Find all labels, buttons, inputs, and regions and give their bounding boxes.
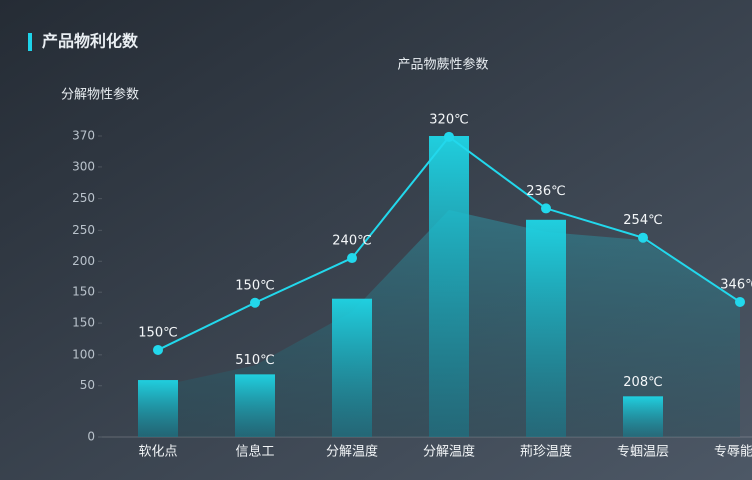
y-tick-label: 370 (72, 129, 95, 143)
line-value-label: 254℃ (623, 213, 662, 228)
line-point (250, 297, 260, 308)
x-tick-label: 分解温度 (423, 444, 475, 460)
bar (526, 219, 566, 437)
line-point (347, 253, 357, 264)
y-tick-label: 250 (72, 191, 95, 205)
bar (138, 380, 178, 437)
bar (429, 136, 469, 437)
line-value-label: 236℃ (526, 184, 565, 199)
bar (235, 374, 275, 437)
line-value-label: 320℃ (429, 112, 468, 127)
title: 产品物利化数 (42, 32, 139, 51)
y-tick-label: 100 (72, 347, 95, 361)
line-point (444, 131, 454, 142)
y-tick-label: 50 (80, 378, 95, 392)
line-point (638, 232, 648, 243)
y-tick-label: 0 (87, 430, 95, 444)
bar-value-label: 510℃ (235, 353, 274, 368)
x-tick-label: 专蝈温层 (617, 445, 669, 460)
line-value-label: 240℃ (332, 234, 371, 249)
subtitle: 产品物蕨性参数 (397, 57, 488, 73)
x-tick-label: 荊珍温度 (520, 444, 572, 460)
y-tick-label: 300 (72, 159, 95, 173)
title-accent (28, 33, 32, 51)
y-tick-label: 150 (72, 316, 95, 330)
y-axis-label: 分解物性参数 (61, 87, 139, 103)
x-tick-label: 专辱能暨 (714, 445, 752, 460)
bar-value-label: 208℃ (623, 375, 662, 390)
bar (623, 396, 663, 437)
x-tick-label: 信息工 (235, 444, 274, 460)
line-point (735, 296, 745, 307)
x-tick-label: 分解温度 (326, 444, 378, 460)
y-tick-label: 250 (72, 223, 95, 237)
line-value-label: 346℃ (720, 277, 752, 292)
line-value-label: 150℃ (138, 325, 177, 340)
x-tick-label: 软化点 (138, 445, 177, 460)
line-point (153, 344, 163, 355)
line-point (541, 203, 551, 214)
y-tick-label: 200 (72, 254, 95, 268)
line-value-label: 150℃ (235, 278, 274, 293)
y-tick-label: 150 (72, 285, 95, 299)
bar (332, 298, 372, 437)
